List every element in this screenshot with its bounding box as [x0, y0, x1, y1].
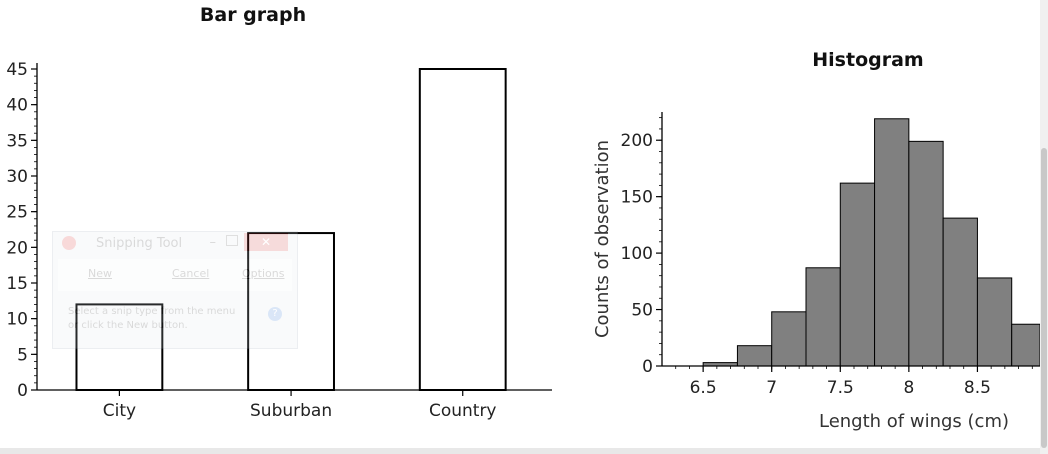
hist-x-tick-label: 7.5 [827, 378, 854, 398]
bar-y-tick-label: 10 [6, 310, 28, 330]
histogram-bar [736, 345, 773, 367]
bar-y-tick-label: 40 [6, 96, 28, 116]
bar-y-tick-label: 5 [17, 345, 28, 365]
histogram-bar [976, 277, 1013, 367]
hist-y-tick-label: 50 [631, 301, 653, 321]
hist-y-tick-label: 0 [642, 357, 653, 377]
histogram-y-label: Counts of observation [592, 140, 613, 338]
histogram-title: Histogram [812, 49, 923, 71]
bar-chart-title: Bar graph [200, 4, 306, 26]
hist-x-tick-label: 8 [903, 378, 914, 398]
bar-y-tick-label: 0 [17, 381, 28, 401]
hist-x-tick-label: 7 [766, 378, 777, 398]
hist-y-tick-label: 100 [621, 244, 653, 264]
histogram-bars [702, 118, 1041, 367]
snipping-tool-toolbar: New Cancel Options [58, 259, 292, 291]
bar-y-tick-label: 45 [6, 60, 28, 80]
bar-y-tick-label: 25 [6, 203, 28, 223]
close-button[interactable]: ✕ [244, 233, 288, 251]
histogram-x-label: Length of wings (cm) [819, 411, 1009, 432]
histogram-chart: Histogram 0 50 100 150 200 6.5 7 7.5 8 8.5 Count… [592, 49, 1041, 432]
hist-x-tick-label: 8.5 [964, 378, 991, 398]
minimize-button[interactable]: – [209, 235, 217, 250]
new-snip-button[interactable]: New [88, 267, 112, 280]
bar-x-tick-label: Country [429, 401, 497, 421]
scissors-icon [62, 236, 76, 250]
scrollbar-thumb[interactable] [1041, 148, 1047, 448]
bar-y-tick-label: 30 [6, 167, 28, 187]
bar-y-tick-label: 15 [6, 274, 28, 294]
hist-y-tick-label: 200 [621, 131, 653, 151]
bar-chart-x-axis: City Suburban Country [37, 389, 552, 421]
cancel-button[interactable]: Cancel [172, 267, 210, 280]
histogram-y-axis: 0 50 100 150 200 [621, 112, 663, 377]
hist-x-tick-label: 6.5 [690, 378, 717, 398]
hist-y-tick-label: 150 [621, 188, 653, 208]
histogram-bar [1011, 323, 1041, 367]
help-icon[interactable]: ? [268, 307, 282, 321]
bar [247, 232, 335, 391]
options-button[interactable]: Options [242, 267, 285, 280]
snipping-tool-frame [52, 231, 298, 349]
histogram-bar [771, 311, 807, 367]
histogram-bar [942, 217, 978, 367]
bar-y-tick-label: 20 [6, 238, 28, 258]
bar-chart-bars [75, 68, 507, 391]
histogram-bar [805, 267, 841, 367]
bar-chart-y-axis: 0 5 10 15 20 25 30 35 40 45 [6, 60, 38, 401]
histogram-bar [839, 182, 876, 367]
bar-x-tick-label: City [103, 401, 136, 421]
maximize-button[interactable] [226, 235, 238, 246]
bar-x-tick-label: Suburban [250, 401, 332, 421]
bar-y-tick-label: 35 [6, 131, 28, 151]
snipping-tool-window[interactable]: Snipping Tool – ✕ New Cancel Options Sel… [52, 231, 298, 349]
snipping-tool-title: Snipping Tool [96, 236, 183, 251]
snipping-tool-instructions: Select a snip type from the menu or clic… [68, 306, 236, 331]
bar [418, 68, 507, 391]
histogram-bar [874, 118, 910, 367]
snipping-tool-titlebar[interactable]: Snipping Tool – ✕ [52, 231, 298, 257]
histogram-bar [908, 140, 944, 367]
histogram-x-axis: 6.5 7 7.5 8 8.5 [662, 365, 1040, 398]
bar-chart: Bar graph 0 5 10 15 20 25 30 35 40 45 City Suburba… [6, 4, 552, 421]
